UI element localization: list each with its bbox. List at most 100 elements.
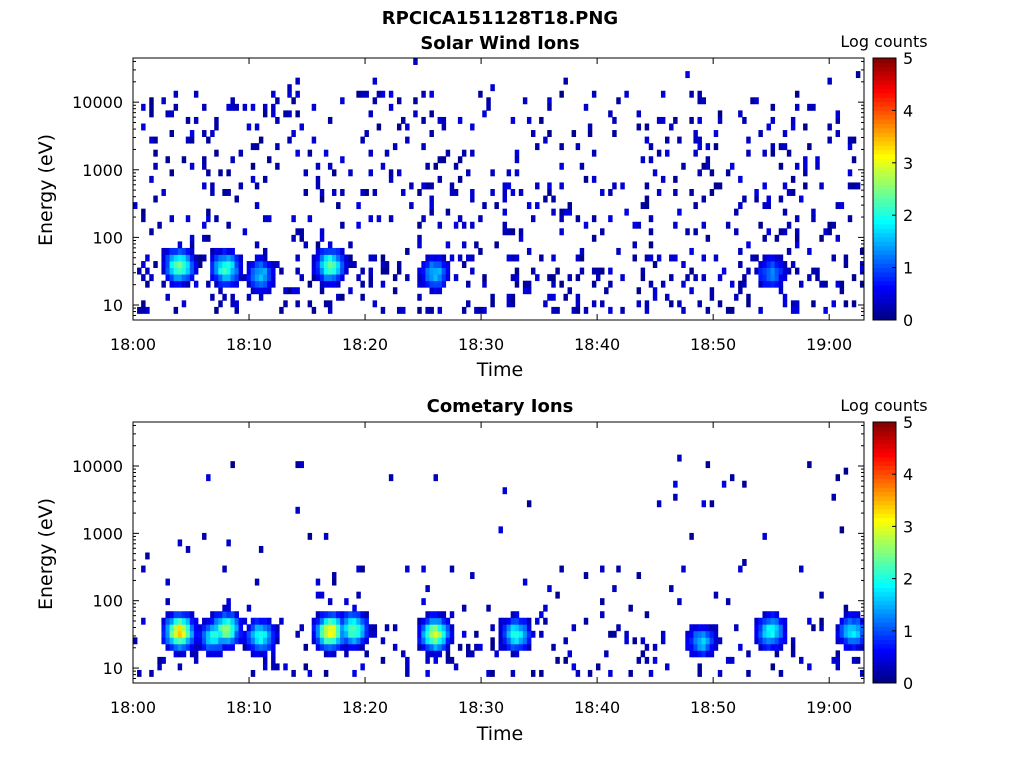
heatmap-cell bbox=[563, 208, 568, 216]
heatmap-cell bbox=[587, 130, 593, 137]
heatmap-cell bbox=[234, 195, 239, 203]
heatmap-cell bbox=[287, 110, 292, 118]
heatmap-cell bbox=[449, 624, 455, 632]
heatmap-cell bbox=[409, 182, 414, 190]
heatmap-cell bbox=[766, 617, 771, 625]
heatmap-cell bbox=[250, 630, 256, 638]
heatmap-cell bbox=[433, 630, 438, 638]
heatmap-cell bbox=[616, 97, 621, 105]
heatmap-cell bbox=[766, 637, 771, 645]
heatmap-cell bbox=[165, 247, 170, 255]
heatmap-cell bbox=[851, 643, 857, 651]
colorbar-swatch bbox=[873, 197, 896, 203]
heatmap-cell bbox=[474, 643, 479, 651]
heatmap-cell bbox=[551, 643, 556, 651]
heatmap-cell bbox=[803, 182, 808, 190]
heatmap-cell bbox=[470, 267, 475, 275]
heatmap-cell bbox=[189, 637, 195, 645]
heatmap-cell bbox=[173, 280, 179, 288]
heatmap-cell bbox=[169, 624, 175, 632]
heatmap-cell bbox=[461, 241, 467, 249]
heatmap-cell bbox=[681, 261, 686, 268]
heatmap-cell bbox=[226, 274, 231, 282]
heatmap-cell bbox=[441, 630, 447, 638]
heatmap-cell bbox=[506, 293, 512, 301]
heatmap-cell bbox=[202, 156, 207, 164]
heatmap-cell bbox=[429, 254, 434, 262]
heatmap-cell bbox=[758, 306, 763, 314]
heatmap-cell bbox=[530, 267, 536, 275]
heatmap-cell bbox=[506, 637, 512, 645]
heatmap-cell bbox=[738, 565, 743, 573]
heatmap-cell bbox=[709, 643, 715, 651]
heatmap-cell bbox=[855, 637, 861, 645]
heatmap-cell bbox=[425, 585, 430, 593]
heatmap-cell bbox=[197, 643, 203, 651]
heatmap-cell bbox=[364, 130, 369, 137]
heatmap-cell bbox=[470, 189, 475, 196]
heatmap-cell bbox=[177, 280, 183, 288]
heatmap-cell bbox=[267, 280, 272, 288]
heatmap-cell bbox=[425, 624, 430, 632]
heatmap-cell bbox=[770, 267, 776, 275]
heatmap-cell bbox=[214, 267, 219, 275]
heatmap-cell bbox=[368, 624, 373, 632]
heatmap-cell bbox=[193, 261, 199, 268]
heatmap-cell bbox=[311, 103, 317, 111]
heatmap-cell bbox=[336, 261, 341, 268]
heatmap-cell bbox=[336, 611, 341, 619]
heatmap-cell bbox=[197, 624, 203, 632]
heatmap-cell bbox=[364, 630, 369, 638]
heatmap-cell bbox=[510, 293, 516, 301]
heatmap-cell bbox=[417, 293, 422, 301]
colorbar-swatch bbox=[873, 548, 896, 553]
heatmap-cell bbox=[514, 617, 520, 625]
colorbar-swatch bbox=[873, 228, 896, 234]
y-tick-label: 10000 bbox=[72, 93, 123, 112]
heatmap-cell bbox=[262, 617, 268, 625]
heatmap-cell bbox=[437, 221, 443, 229]
heatmap-cell bbox=[502, 189, 508, 196]
heatmap-cell bbox=[173, 267, 179, 275]
heatmap-cell bbox=[271, 656, 276, 664]
colorbar-tick-label: 0 bbox=[903, 674, 913, 693]
heatmap-cell bbox=[608, 669, 613, 677]
colorbar-tick-label: 1 bbox=[903, 622, 913, 641]
heatmap-cell bbox=[214, 123, 219, 131]
heatmap-cell bbox=[340, 254, 345, 262]
colorbar-swatch bbox=[873, 293, 896, 299]
heatmap-cell bbox=[242, 630, 248, 638]
heatmap-cell bbox=[441, 254, 447, 262]
colorbar-swatch bbox=[873, 648, 896, 654]
heatmap-cell bbox=[620, 182, 625, 190]
colorbar-swatch bbox=[873, 465, 896, 471]
heatmap-cell bbox=[392, 624, 398, 632]
heatmap-cell bbox=[502, 208, 508, 216]
heatmap-cell bbox=[360, 663, 365, 671]
heatmap-cell bbox=[161, 267, 166, 275]
heatmap-cell bbox=[543, 195, 548, 203]
colorbar-swatch bbox=[873, 678, 896, 684]
heatmap-cell bbox=[770, 643, 776, 651]
heatmap-cell bbox=[693, 130, 698, 137]
heatmap-cell bbox=[803, 169, 808, 177]
heatmap-cell bbox=[177, 637, 183, 645]
heatmap-cell bbox=[315, 241, 321, 249]
heatmap-cell bbox=[632, 637, 637, 645]
heatmap-cell bbox=[336, 293, 341, 301]
heatmap-cell bbox=[311, 254, 317, 262]
heatmap-cell bbox=[794, 300, 800, 308]
heatmap-cell bbox=[567, 208, 572, 216]
heatmap-cell bbox=[762, 261, 767, 268]
colorbar-swatch bbox=[873, 254, 896, 260]
heatmap-cell bbox=[762, 637, 767, 645]
heatmap-cell bbox=[790, 123, 796, 131]
heatmap-cell bbox=[181, 261, 187, 268]
heatmap-cell bbox=[770, 274, 776, 282]
heatmap-cell bbox=[262, 261, 268, 268]
heatmap-cell bbox=[591, 90, 597, 98]
heatmap-cell bbox=[425, 274, 430, 282]
heatmap-cell bbox=[579, 247, 585, 255]
heatmap-cell bbox=[778, 287, 784, 295]
heatmap-cell bbox=[490, 189, 495, 196]
